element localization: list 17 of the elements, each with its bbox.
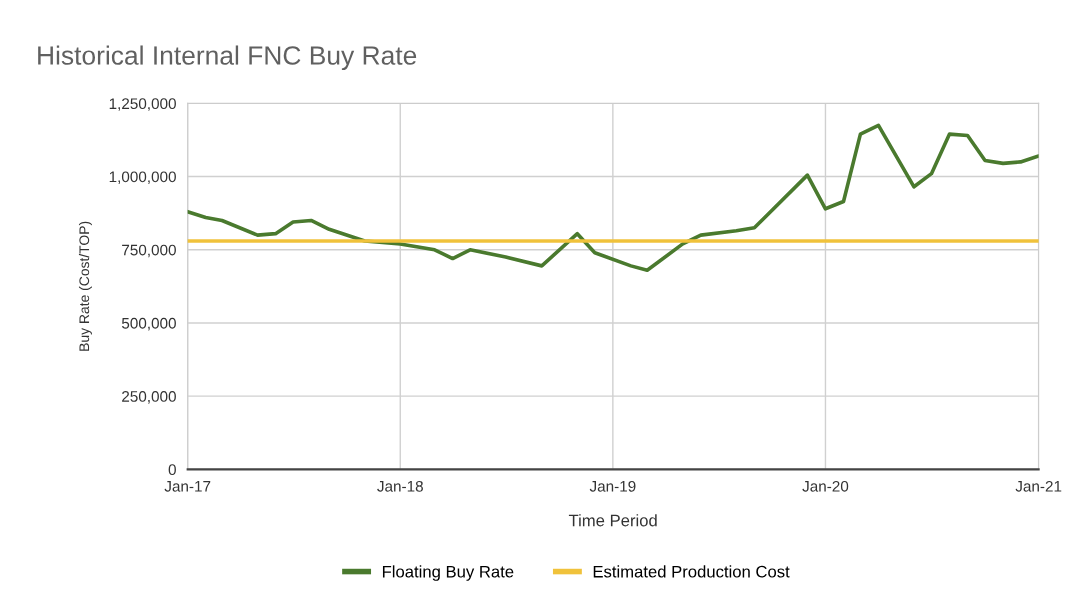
y-tick-label: 0: [168, 464, 176, 476]
x-tick-label: Jan-17: [164, 481, 211, 492]
y-axis-title: Buy Rate (Cost/TOP): [78, 221, 92, 351]
chart-title: Historical Internal FNC Buy Rate: [38, 45, 417, 71]
legend-label: Floating Buy Rate: [382, 565, 514, 581]
x-axis-title: Time Period: [568, 514, 657, 527]
y-tick-label: 750,000: [122, 244, 176, 258]
x-tick-label: Jan-18: [377, 480, 423, 492]
x-tick-label: Jan-19: [589, 480, 636, 492]
x-tick-label: Jan-20: [802, 480, 849, 492]
legend-label: Estimated Production Cost: [593, 565, 790, 578]
y-tick-label: 1,000,000: [109, 171, 176, 185]
y-tick-label: 250,000: [122, 391, 176, 404]
y-tick-label: 1,250,000: [109, 98, 176, 111]
y-tick-label: 500,000: [121, 317, 176, 331]
line-series: [187, 123, 1039, 273]
x-tick-label: Jan-21: [1015, 480, 1062, 492]
